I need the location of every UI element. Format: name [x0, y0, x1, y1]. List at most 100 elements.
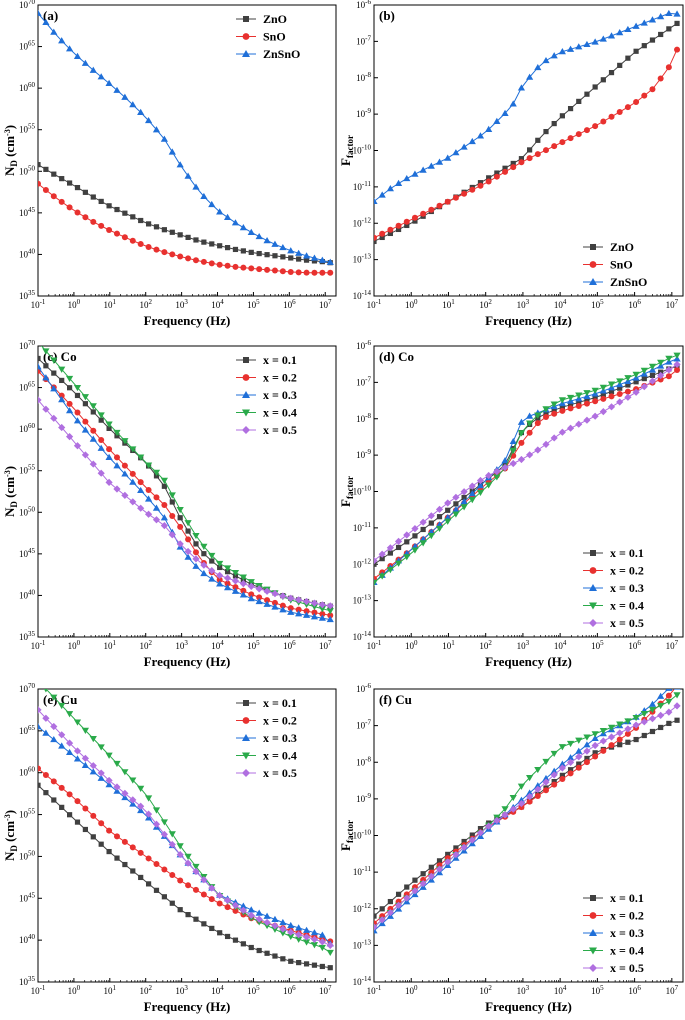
y-axis: 10-14 10-13 10-12 10-11 10-10 10-9 10-8 10-7 10-…: [338, 339, 378, 642]
data-point: [599, 384, 607, 391]
data-point: [201, 239, 207, 245]
series-x-0-5: [38, 396, 334, 610]
data-point: [168, 148, 176, 155]
data-point: [223, 574, 232, 582]
data-point: [74, 184, 81, 191]
data-point: [510, 164, 517, 171]
data-point: [310, 599, 319, 607]
x-tick-label: 106: [283, 639, 296, 651]
data-point: [287, 933, 295, 941]
x-tick-label: 107: [666, 639, 679, 651]
x-tick-label: 100: [405, 639, 418, 651]
data-point: [58, 396, 66, 403]
y-tick-label: 1060: [19, 422, 36, 434]
chart-panel-a: 10-1 100 101 102 103 104 105 106 107 Frequency (H…: [2, 0, 337, 328]
data-point: [247, 906, 255, 913]
data-point: [185, 234, 191, 241]
legend-item: x = 0.4: [583, 599, 644, 613]
legend-marker: [242, 717, 250, 724]
data-point: [89, 403, 97, 410]
data-point: [551, 778, 557, 785]
legend-item: x = 0.2: [236, 714, 297, 728]
y-tick-label: 10-9: [356, 792, 371, 804]
data-point: [575, 403, 582, 410]
data-point: [97, 73, 105, 80]
data-point: [648, 714, 657, 723]
y-tick-label: 10-13: [353, 594, 372, 606]
data-point: [256, 266, 263, 273]
data-point: [485, 471, 493, 480]
data-point: [444, 499, 452, 507]
y-tick-label: 10-8: [356, 71, 371, 83]
data-point: [318, 944, 326, 952]
data-point: [138, 874, 144, 881]
data-point: [66, 791, 73, 798]
data-point: [223, 584, 232, 591]
data-point: [51, 370, 57, 376]
data-point: [412, 533, 418, 539]
legend-label: x = 0.2: [610, 564, 644, 578]
data-point: [90, 834, 96, 840]
data-point: [559, 407, 566, 414]
y-tick-label: 10-10: [353, 829, 372, 841]
data-point: [137, 849, 144, 856]
data-point: [129, 777, 137, 784]
data-point: [657, 711, 665, 719]
y-tick-label: 1050: [19, 164, 36, 176]
data-point: [420, 871, 426, 877]
data-point: [591, 731, 599, 738]
data-point: [50, 385, 58, 392]
data-point: [526, 155, 533, 162]
legend-marker: [242, 374, 250, 381]
data-point: [559, 139, 566, 146]
data-point: [583, 390, 591, 397]
data-point: [657, 702, 665, 710]
data-point: [542, 56, 550, 64]
data-point: [58, 366, 66, 373]
data-point: [129, 796, 137, 804]
data-point: [567, 770, 574, 777]
data-point: [177, 877, 184, 884]
data-point: [51, 171, 57, 177]
data-point: [97, 469, 105, 477]
data-point: [232, 246, 239, 253]
data-point: [567, 135, 574, 142]
data-point: [468, 482, 476, 490]
panel-title: (d) Co: [379, 349, 414, 364]
data-point: [271, 599, 278, 606]
data-point: [428, 864, 434, 870]
data-point: [665, 355, 673, 362]
data-point: [59, 377, 65, 384]
data-point: [176, 843, 184, 850]
data-point: [427, 162, 435, 169]
data-point: [394, 537, 403, 546]
data-point: [38, 363, 42, 370]
y-tick-label: 10-14: [353, 289, 372, 301]
legend-label: x = 0.1: [610, 891, 644, 905]
data-point: [168, 840, 176, 849]
x-tick-label: 106: [628, 298, 641, 310]
data-point: [223, 896, 232, 905]
data-point: [509, 805, 517, 813]
data-point: [114, 855, 120, 861]
legend-item: x = 0.5: [583, 961, 644, 975]
data-point: [256, 250, 262, 257]
data-point: [38, 9, 42, 16]
legend-item: ZnO: [583, 240, 634, 254]
legend-marker: [589, 929, 597, 936]
data-point: [576, 98, 582, 104]
data-point: [216, 261, 223, 268]
data-point: [50, 193, 57, 200]
data-point: [66, 812, 73, 818]
data-point: [526, 775, 534, 782]
data-point: [583, 416, 591, 424]
data-point: [632, 388, 640, 396]
data-point: [160, 830, 168, 838]
data-point: [542, 440, 550, 448]
data-point: [509, 437, 517, 445]
data-point: [231, 587, 240, 594]
data-point: [461, 494, 467, 501]
data-point: [427, 512, 435, 520]
data-point: [534, 151, 541, 158]
